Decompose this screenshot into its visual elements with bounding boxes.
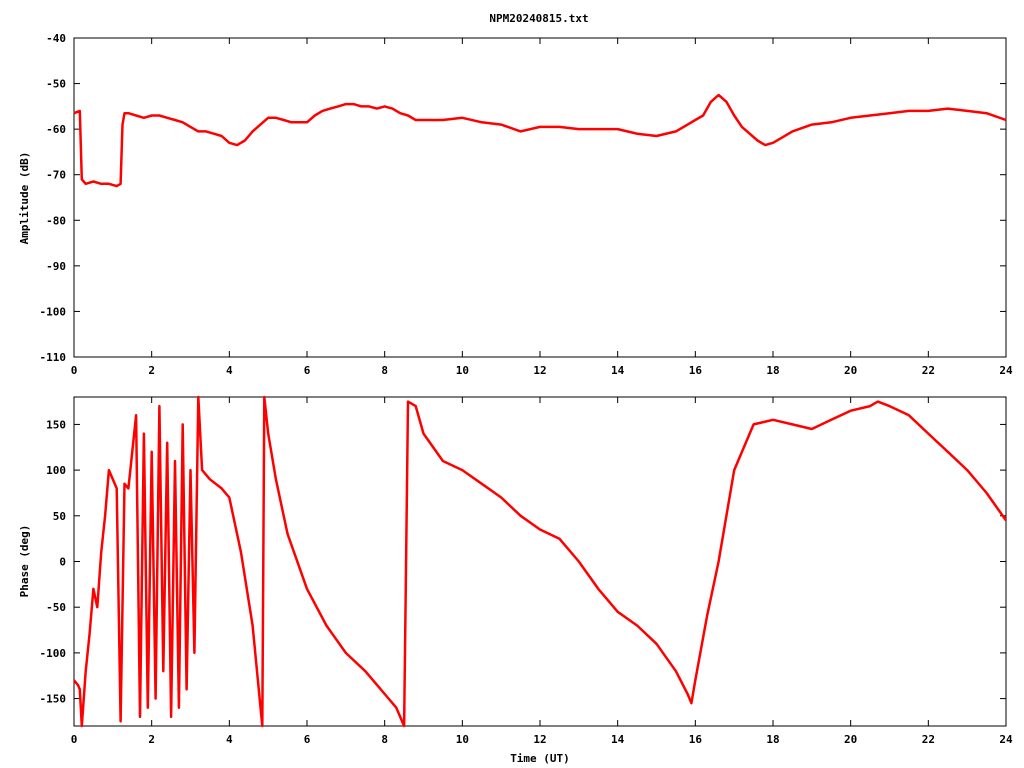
amplitude-panel: 0 2 4 6 8 10 12 14 16 18 20 22 24 -40-50-60-70-80-90… (18, 32, 1013, 377)
phase-x-tick-label: 12 (533, 733, 546, 746)
phase-y-tick-label: 100 (46, 464, 66, 477)
phase-y-tick-label: 150 (46, 418, 66, 431)
amplitude-x-tick-label: 8 (381, 364, 388, 377)
amplitude-y-tick-label: -90 (46, 260, 66, 273)
phase-y-tick-label: 50 (53, 510, 66, 523)
phase-plot-frame (73, 396, 1007, 727)
amplitude-x-tick-label: 16 (689, 364, 703, 377)
amplitude-x-tick-label: 4 (226, 364, 233, 377)
amplitude-series (73, 93, 1007, 188)
phase-x-tick-label: 10 (456, 733, 469, 746)
phase-y-tick-label: 0 (59, 556, 66, 569)
phase-y-tick-label: -100 (40, 647, 67, 660)
amplitude-x-tick-label: 12 (533, 364, 546, 377)
amplitude-x-tick-label: 24 (999, 364, 1013, 377)
phase-series-line (73, 395, 1008, 728)
amplitude-y-tick-label: -80 (46, 214, 66, 227)
amplitude-x-tick-label: 22 (922, 364, 935, 377)
amplitude-y-tick-label: -100 (40, 305, 67, 318)
amplitude-series-line (73, 93, 1007, 188)
amplitude-y-tick-label: -70 (46, 169, 66, 182)
phase-x-tick-label: 20 (844, 733, 857, 746)
phase-y-tick-label: -50 (46, 601, 66, 614)
phase-x-tick-label: 4 (226, 733, 233, 746)
chart-title: NPM20240815.txt (489, 12, 588, 25)
amplitude-y-tick-label: -60 (46, 123, 66, 136)
amplitude-x-ticks: 0 2 4 6 8 10 12 14 16 18 20 22 24 (71, 38, 1013, 377)
amplitude-x-tick-label: 18 (766, 364, 779, 377)
amplitude-y-ticks: -40 -50 -60 -70 -80 -90 -100 -110 (40, 32, 1006, 364)
amplitude-x-tick-label: 0 (71, 364, 78, 377)
phase-y-ticks: 150 100 50 0 -50 -100 -150 (40, 418, 1006, 706)
amplitude-x-tick-label: 2 (148, 364, 155, 377)
amplitude-x-tick-label: 6 (304, 364, 311, 377)
phase-x-tick-label: 6 (304, 733, 311, 746)
phase-y-axis-label: Phase (deg) (18, 525, 31, 598)
amplitude-x-tick-label: 20 (844, 364, 857, 377)
phase-x-tick-label: 18 (766, 733, 779, 746)
amplitude-y-tick-label: -40 (46, 32, 66, 45)
phase-x-tick-label: 2 (148, 733, 155, 746)
phase-x-tick-label: 24 (999, 733, 1013, 746)
amplitude-y-tick-label: -110 (40, 351, 67, 364)
phase-y-tick-label: -150 (40, 693, 67, 706)
phase-x-tick-label: 0 (71, 733, 78, 746)
amplitude-y-axis-label: Amplitude (dB) (18, 152, 31, 245)
phase-series (73, 395, 1008, 728)
amplitude-x-tick-label: 14 (611, 364, 625, 377)
amplitude-x-tick-label: 10 (456, 364, 469, 377)
phase-x-tick-label: 16 (689, 733, 703, 746)
amplitude-plot-frame (73, 37, 1007, 358)
phase-x-tick-label: 8 (381, 733, 388, 746)
phase-x-tick-label: 22 (922, 733, 935, 746)
amplitude-y-tick-label: -50 (46, 78, 66, 91)
phase-x-axis-label: Time (UT) (510, 752, 570, 765)
phase-panel: 0 2 4 6 8 10 12 14 16 18 20 22 24 150100500-50-100-1… (18, 395, 1013, 765)
phase-x-ticks: 0 2 4 6 8 10 12 14 16 18 20 22 24 (71, 397, 1013, 746)
phase-x-tick-label: 14 (611, 733, 625, 746)
